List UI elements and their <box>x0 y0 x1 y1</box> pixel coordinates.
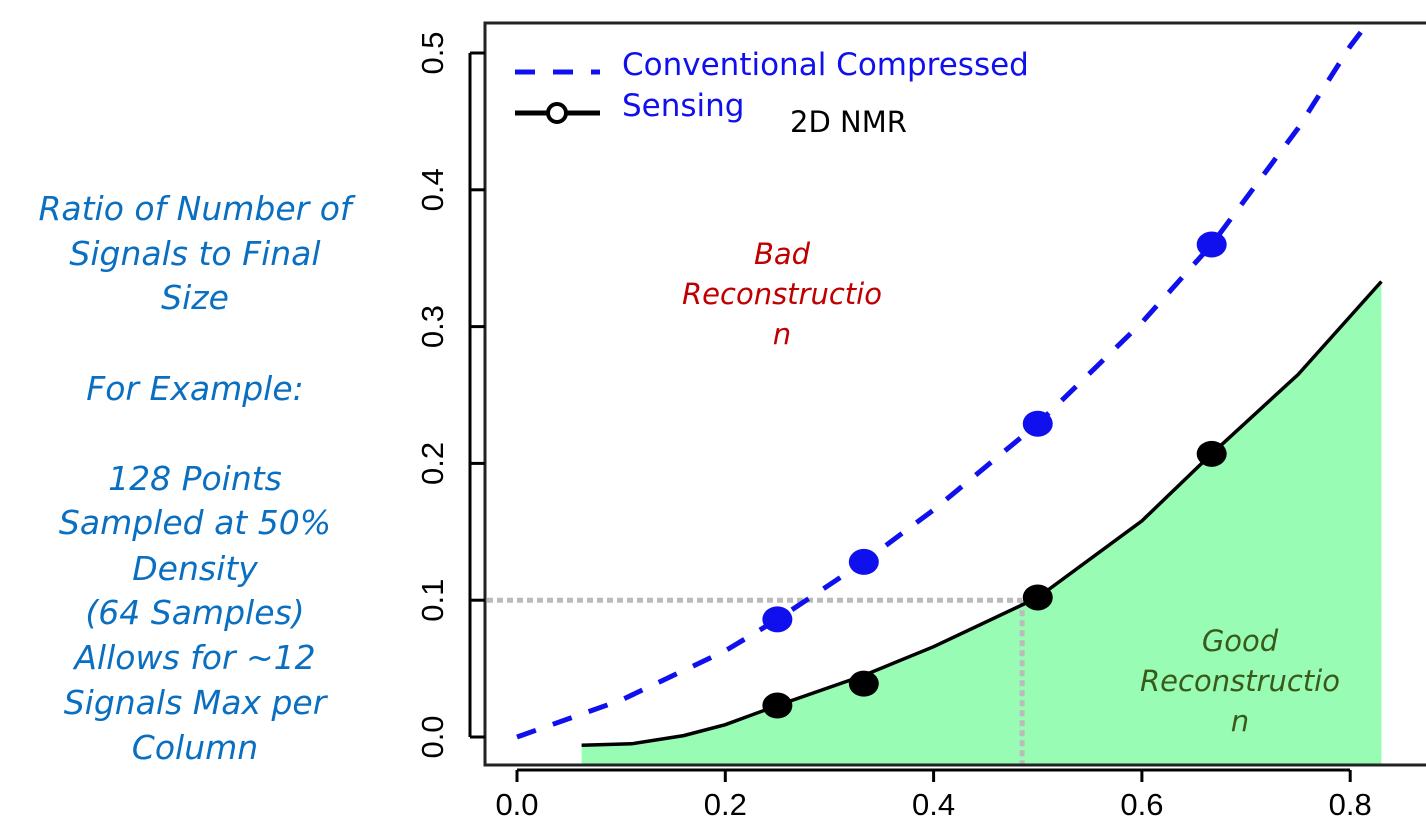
legend-circle-icon <box>546 102 568 124</box>
y-tick-label: 0.1 <box>415 579 450 622</box>
good-region-fill <box>581 281 1382 765</box>
y-tick-label: 0.3 <box>415 305 450 348</box>
series-line-nmr <box>581 280 1383 747</box>
note-line: 128 Points <box>108 459 282 498</box>
note-line: Density <box>132 549 258 588</box>
data-point-cs <box>848 548 879 575</box>
plot-frame <box>483 21 1426 767</box>
data-point-nmr <box>1196 440 1227 467</box>
legend-label-nmr: 2D NMR <box>790 105 907 139</box>
data-point-nmr <box>762 692 793 719</box>
x-tick-label: 0.0 <box>495 787 538 822</box>
bad-label: n <box>773 317 791 351</box>
x-tick-label: 0.6 <box>1120 787 1163 822</box>
note-line: For Example: <box>86 369 304 408</box>
note-line: Allows for ~12 <box>74 638 316 677</box>
bad-annotation: Bad Reconstructio n <box>682 237 882 351</box>
good-label: n <box>1231 704 1249 738</box>
y-tick-label: 0.2 <box>415 442 450 485</box>
good-label: Reconstructio <box>1140 664 1340 698</box>
note-line: Sampled at 50% <box>58 503 332 542</box>
note-line: Signals to Final <box>69 234 321 273</box>
note-line: Ratio of Number of <box>38 189 352 228</box>
legend-label-cs-line1: Conventional Compressed <box>622 47 1029 83</box>
series-line-cs <box>516 24 1368 740</box>
y-tick-label: 0.4 <box>415 168 450 211</box>
y-tick-label: 0.0 <box>415 715 450 758</box>
data-point-cs <box>1022 410 1053 437</box>
note-line: (64 Samples) <box>85 593 305 632</box>
bad-label: Reconstructio <box>682 277 882 311</box>
data-point-nmr <box>848 670 879 697</box>
note-line: Column <box>131 728 259 767</box>
legend-label-cs-line2: Sensing <box>622 88 745 124</box>
data-point-nmr <box>1022 584 1053 611</box>
good-annotation: Good Reconstructio n <box>1140 624 1340 738</box>
bad-label: Bad <box>754 237 811 271</box>
x-tick-label: 0.4 <box>912 787 955 822</box>
legend: Conventional Compressed Sensing 2D NMR <box>515 47 1029 139</box>
x-tick-label: 0.2 <box>704 787 747 822</box>
note-line: Size <box>161 278 229 317</box>
note-line: Signals Max per <box>63 683 327 722</box>
x-tick-label: 0.8 <box>1329 787 1372 822</box>
good-label: Good <box>1202 624 1279 658</box>
data-point-cs <box>1196 231 1227 258</box>
data-point-cs <box>762 606 793 633</box>
y-tick-label: 0.5 <box>415 31 450 74</box>
